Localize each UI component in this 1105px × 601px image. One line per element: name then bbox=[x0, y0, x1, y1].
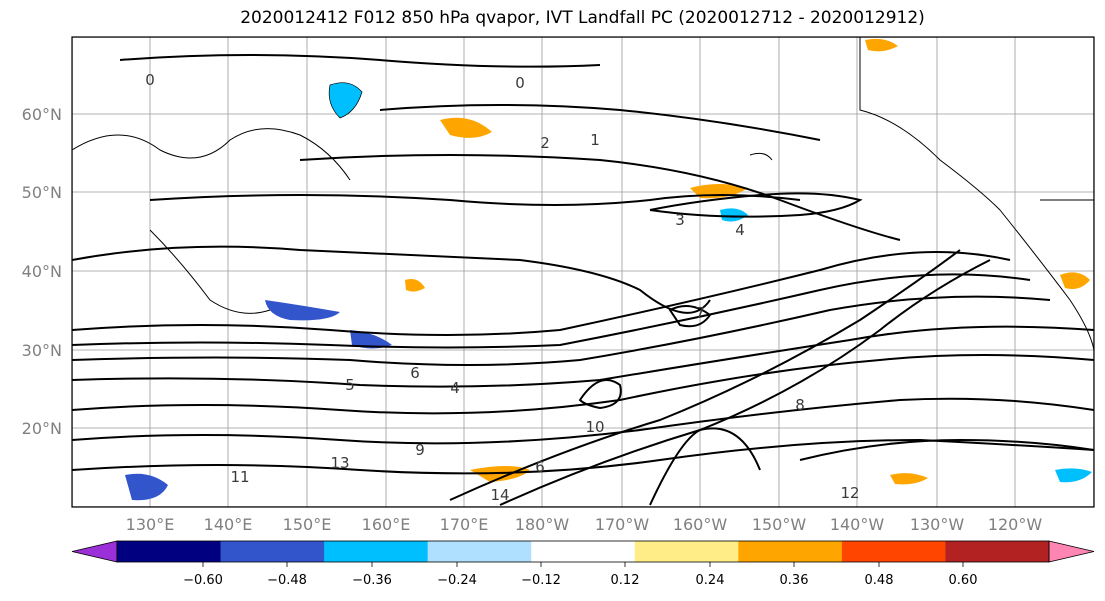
colorbar-tick-label: 0.48 bbox=[865, 573, 894, 588]
contour-label: 13 bbox=[330, 454, 349, 472]
map-frame bbox=[71, 36, 1095, 508]
latitude-label: 50°N bbox=[22, 183, 62, 202]
qvapor-anomaly-shading bbox=[125, 38, 1092, 501]
latitude-label: 20°N bbox=[22, 419, 62, 438]
longitude-label: 120°W bbox=[988, 515, 1043, 534]
longitude-label: 140°W bbox=[830, 515, 885, 534]
colorbar-tick-label: −0.12 bbox=[521, 573, 561, 588]
colorbar-ticks: −0.60 −0.48 −0.36 −0.24 −0.12 0.12 0.24 0.36 0.4… bbox=[183, 562, 977, 588]
latitude-label: 30°N bbox=[22, 341, 62, 360]
colorbar-segment bbox=[427, 541, 532, 562]
longitude-label: 160°E bbox=[362, 515, 411, 534]
contour-label: 10 bbox=[585, 418, 604, 436]
contour-label: 4 bbox=[735, 221, 745, 239]
contour-label: 6 bbox=[410, 364, 420, 382]
longitude-label: 140°E bbox=[204, 515, 253, 534]
contour-label: 2 bbox=[540, 134, 550, 152]
longitude-label: 180°W bbox=[515, 515, 570, 534]
colorbar-segment bbox=[738, 541, 843, 562]
contour-label: 12 bbox=[840, 484, 859, 502]
contour-label: 0 bbox=[515, 74, 525, 92]
colorbar-tick-label: 0.24 bbox=[696, 573, 725, 588]
map-title: 2020012412 F012 850 hPa qvapor, IVT Land… bbox=[240, 8, 925, 28]
contour-label: 14 bbox=[490, 486, 509, 504]
contour-label: 1 bbox=[590, 131, 600, 149]
contour-label: 5 bbox=[345, 376, 355, 394]
contour-label: 4 bbox=[450, 379, 460, 397]
contour-label: 0 bbox=[145, 71, 155, 89]
colorbar-segment bbox=[841, 541, 946, 562]
latitude-label: 60°N bbox=[22, 105, 62, 124]
longitude-label: 160°W bbox=[673, 515, 728, 534]
map-gridlines bbox=[72, 37, 1094, 507]
longitude-label: 170°E bbox=[440, 515, 489, 534]
colorbar-max-extend bbox=[1048, 540, 1095, 563]
longitude-label: 170°W bbox=[595, 515, 650, 534]
colorbar-tick-label: 0.12 bbox=[611, 573, 640, 588]
contour-label: 7 bbox=[695, 304, 705, 322]
colorbar-tick-label: −0.48 bbox=[267, 573, 307, 588]
contour-label: 3 bbox=[675, 211, 685, 229]
latitude-label: 40°N bbox=[22, 262, 62, 281]
colorbar bbox=[71, 540, 1095, 563]
longitude-label: 130°W bbox=[910, 515, 965, 534]
colorbar-tick-label: −0.36 bbox=[352, 573, 392, 588]
contour-label: 6 bbox=[535, 458, 545, 476]
longitude-label: 150°W bbox=[752, 515, 807, 534]
colorbar-segment bbox=[220, 541, 325, 562]
contour-label: 11 bbox=[230, 468, 249, 486]
colorbar-tick-label: −0.60 bbox=[183, 573, 223, 588]
colorbar-tick-label: 0.60 bbox=[949, 573, 978, 588]
colorbar-segment bbox=[634, 541, 739, 562]
colorbar-segment bbox=[117, 541, 222, 562]
colorbar-segment bbox=[945, 541, 1050, 562]
colorbar-min-extend bbox=[71, 540, 118, 563]
ivt-contours bbox=[72, 54, 1094, 506]
longitude-label: 130°E bbox=[126, 515, 175, 534]
colorbar-tick-label: −0.24 bbox=[437, 573, 477, 588]
contour-label: 8 bbox=[795, 396, 805, 414]
latitude-labels: 60°N 50°N 40°N 30°N 20°N bbox=[22, 105, 62, 438]
colorbar-outline bbox=[116, 540, 1050, 563]
colorbar-segment bbox=[324, 541, 429, 562]
colorbar-segment bbox=[531, 541, 636, 562]
longitude-label: 150°E bbox=[283, 515, 332, 534]
colorbar-tick-label: 0.36 bbox=[780, 573, 809, 588]
contour-label: 9 bbox=[415, 441, 425, 459]
longitude-labels: 130°E 140°E 150°E 160°E 170°E 180°W 170°W 160°W… bbox=[126, 515, 1043, 534]
